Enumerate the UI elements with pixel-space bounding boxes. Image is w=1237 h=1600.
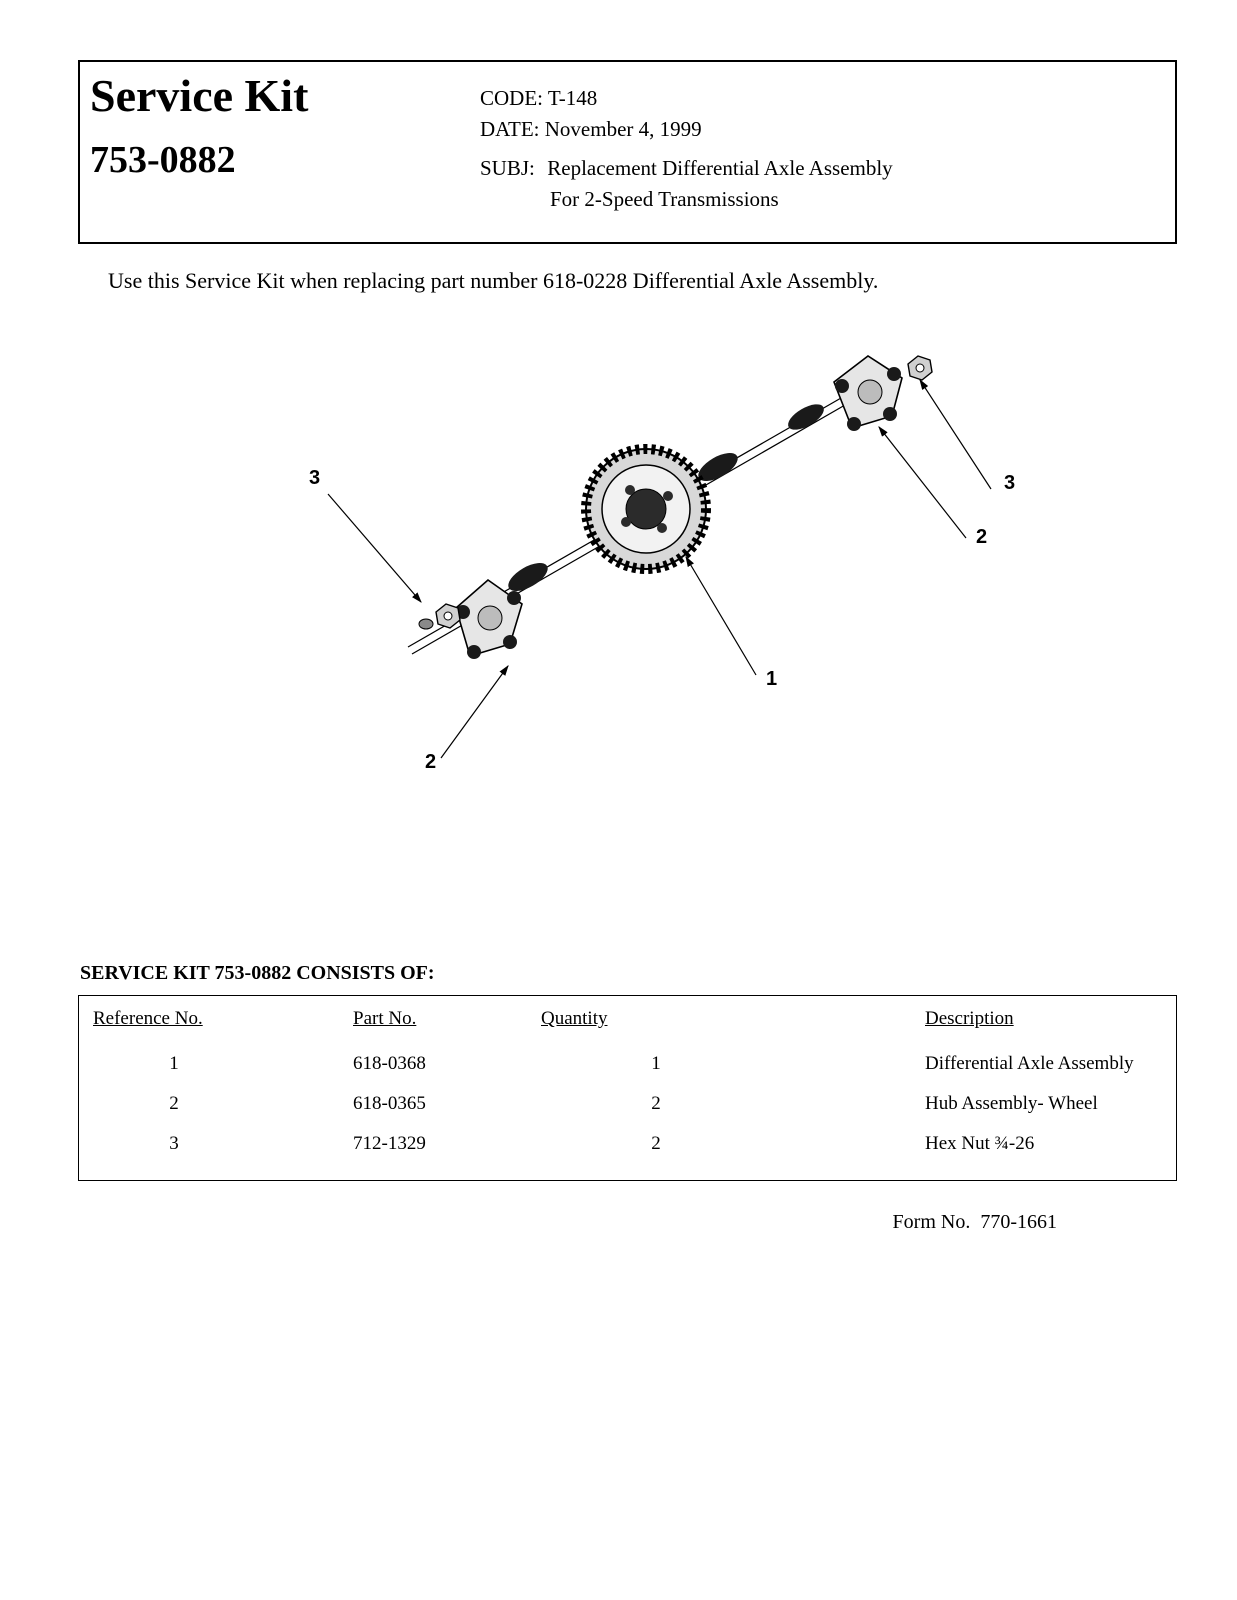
code-row: CODE: T-148	[480, 86, 1155, 111]
header-box: Service Kit 753-0882 CODE: T-148 DATE: N…	[78, 60, 1177, 244]
gear-icon	[586, 449, 706, 569]
table-cell: 1	[537, 1044, 921, 1084]
table-cell: 1	[89, 1044, 349, 1084]
doc-title: Service Kit	[90, 72, 480, 120]
subj-label: SUBJ:	[480, 156, 542, 181]
table-cell: 618-0368	[349, 1044, 537, 1084]
hexnut-left-icon	[419, 604, 460, 629]
date-row: DATE: November 4, 1999	[480, 117, 1155, 142]
th-ref: Reference No.	[89, 1002, 349, 1044]
parts-table-box: Reference No. Part No. Quantity Descript…	[78, 995, 1177, 1181]
exploded-diagram: 3 3 2 1 2	[78, 312, 1177, 892]
callout-label: 1	[766, 668, 777, 690]
hub-right-icon	[834, 356, 902, 431]
form-label: Form No.	[893, 1211, 971, 1233]
service-bulletin-page: Service Kit 753-0882 CODE: T-148 DATE: N…	[0, 0, 1237, 1274]
table-row: 3712-13292Hex Nut ¾-26	[89, 1124, 1166, 1164]
code-value: T-148	[548, 86, 597, 110]
parts-table: Reference No. Part No. Quantity Descript…	[89, 1002, 1166, 1164]
callout-label: 2	[425, 751, 436, 773]
callout-label: 2	[976, 526, 987, 548]
intro-text: Use this Service Kit when replacing part…	[108, 268, 1177, 294]
code-label: CODE:	[480, 86, 543, 111]
table-row: 1618-03681Differential Axle Assembly	[89, 1044, 1166, 1084]
table-cell: Hub Assembly- Wheel	[921, 1084, 1166, 1124]
table-cell: 2	[537, 1124, 921, 1164]
table-cell: Hex Nut ¾-26	[921, 1124, 1166, 1164]
th-qty: Quantity	[537, 1002, 921, 1044]
axle-assembly-svg: 3 3 2 1 2	[178, 312, 1078, 872]
table-cell: 3	[89, 1124, 349, 1164]
hub-left-icon	[456, 580, 522, 659]
form-value: 770-1661	[980, 1211, 1057, 1233]
header-right: CODE: T-148 DATE: November 4, 1999 SUBJ:…	[480, 72, 1155, 218]
form-number: Form No. 770-1661	[78, 1211, 1057, 1234]
table-header-row: Reference No. Part No. Quantity Descript…	[89, 1002, 1166, 1044]
kit-number: 753-0882	[90, 138, 480, 182]
hexnut-right-icon	[908, 356, 932, 380]
table-row: 2618-03652Hub Assembly- Wheel	[89, 1084, 1166, 1124]
table-cell: 2	[537, 1084, 921, 1124]
date-value: November 4, 1999	[545, 117, 702, 141]
table-cell: 618-0365	[349, 1084, 537, 1124]
subj-row: SUBJ: Replacement Differential Axle Asse…	[480, 156, 1155, 181]
table-cell: Differential Axle Assembly	[921, 1044, 1166, 1084]
table-cell: 712-1329	[349, 1124, 537, 1164]
subj-line1: Replacement Differential Axle Assembly	[547, 156, 892, 180]
th-desc: Description	[921, 1002, 1166, 1044]
header-left: Service Kit 753-0882	[86, 72, 480, 218]
subj-line2: For 2-Speed Transmissions	[550, 187, 1155, 212]
date-label: DATE:	[480, 117, 540, 142]
th-part: Part No.	[349, 1002, 537, 1044]
table-cell: 2	[89, 1084, 349, 1124]
table-title: SERVICE KIT 753-0882 CONSISTS OF:	[80, 962, 1177, 985]
callout-label: 3	[309, 467, 320, 489]
callout-label: 3	[1004, 472, 1015, 494]
